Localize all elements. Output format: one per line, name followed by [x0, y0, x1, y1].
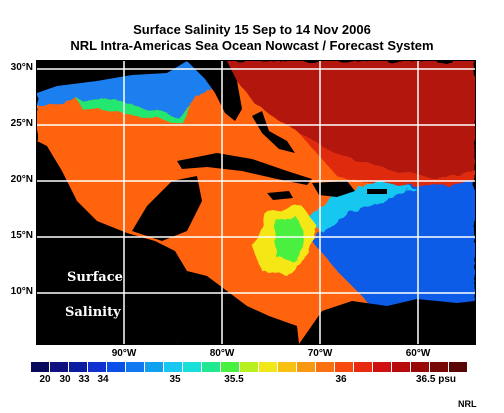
colorbar-cell — [88, 362, 106, 372]
colorbar-cell — [411, 362, 429, 372]
colorbar-cell — [221, 362, 239, 372]
land-yucatan — [132, 176, 202, 241]
credit-nrl: NRL — [458, 399, 477, 409]
map-label-surface: Surface — [67, 270, 123, 285]
ocean-high-salinity-atlantic — [222, 61, 475, 179]
land-florida — [187, 61, 242, 121]
ocean-gulf-coastal-blue — [37, 61, 222, 116]
land-south-america — [299, 299, 475, 344]
title-line-2: NRL Intra-Americas Sea Ocean Nowcast / F… — [70, 38, 434, 53]
colorbar-cell — [183, 362, 201, 372]
colorbar-cell — [31, 362, 49, 372]
colorbar-cell — [335, 362, 353, 372]
colorbar-cell — [202, 362, 220, 372]
colorbar-cell — [449, 362, 467, 372]
map-label-salinity: Salinity — [65, 305, 121, 320]
salinity-map: Surface Salinity — [36, 60, 476, 345]
colorbar-label-30: 30 — [59, 374, 71, 385]
lon-label-90w: 90°W — [111, 348, 137, 359]
colorbar-label-33: 33 — [78, 374, 90, 385]
colorbar-cell — [354, 362, 372, 372]
colorbar-label-35: 35 — [169, 374, 181, 385]
colorbar-label-36: 36 — [335, 374, 347, 385]
lat-label-20n: 20°N — [10, 174, 33, 185]
colorbar-label-34: 34 — [97, 374, 109, 385]
ocean-plume-green — [275, 219, 305, 261]
lon-label-60w: 60°W — [405, 348, 431, 359]
colorbar-cell — [373, 362, 391, 372]
land-central-america — [177, 271, 299, 344]
colorbar-cell — [430, 362, 448, 372]
ocean-gulf-coastal-green — [77, 99, 192, 123]
colorbar-cell — [278, 362, 296, 372]
lat-label-25n: 25°N — [10, 118, 33, 129]
ocean-atlantic-transition — [297, 131, 475, 196]
colorbar-cell — [145, 362, 163, 372]
colorbar-cell — [69, 362, 87, 372]
colorbar-label-20: 20 — [39, 374, 51, 385]
colorbar-cell — [50, 362, 68, 372]
colorbar-cell — [240, 362, 258, 372]
colorbar-cell — [259, 362, 277, 372]
colorbar-cell — [316, 362, 334, 372]
lat-label-30n: 30°N — [10, 62, 33, 73]
colorbar-cell — [392, 362, 410, 372]
land-cuba — [177, 153, 312, 185]
colorbar-label-35-5: 35.5 — [224, 374, 244, 385]
land-jamaica — [267, 191, 293, 200]
map-canvas: Surface Salinity — [37, 61, 475, 344]
land-bahamas — [252, 111, 295, 153]
lat-label-15n: 15°N — [10, 230, 33, 241]
land-puerto-rico — [367, 189, 387, 194]
lon-label-80w: 80°W — [209, 348, 235, 359]
colorbar-label-36-5: 36.5 psu — [415, 374, 457, 385]
colorbar-cell — [107, 362, 125, 372]
colorbar-cell — [164, 362, 182, 372]
title-line-1: Surface Salinity 15 Sep to 14 Nov 2006 — [133, 22, 371, 37]
land-hispaniola — [312, 181, 355, 197]
colorbar-cell — [297, 362, 315, 372]
lat-label-10n: 10°N — [10, 286, 33, 297]
graticule — [37, 61, 475, 344]
colorbar-cell — [126, 362, 144, 372]
lon-label-70w: 70°W — [307, 348, 333, 359]
